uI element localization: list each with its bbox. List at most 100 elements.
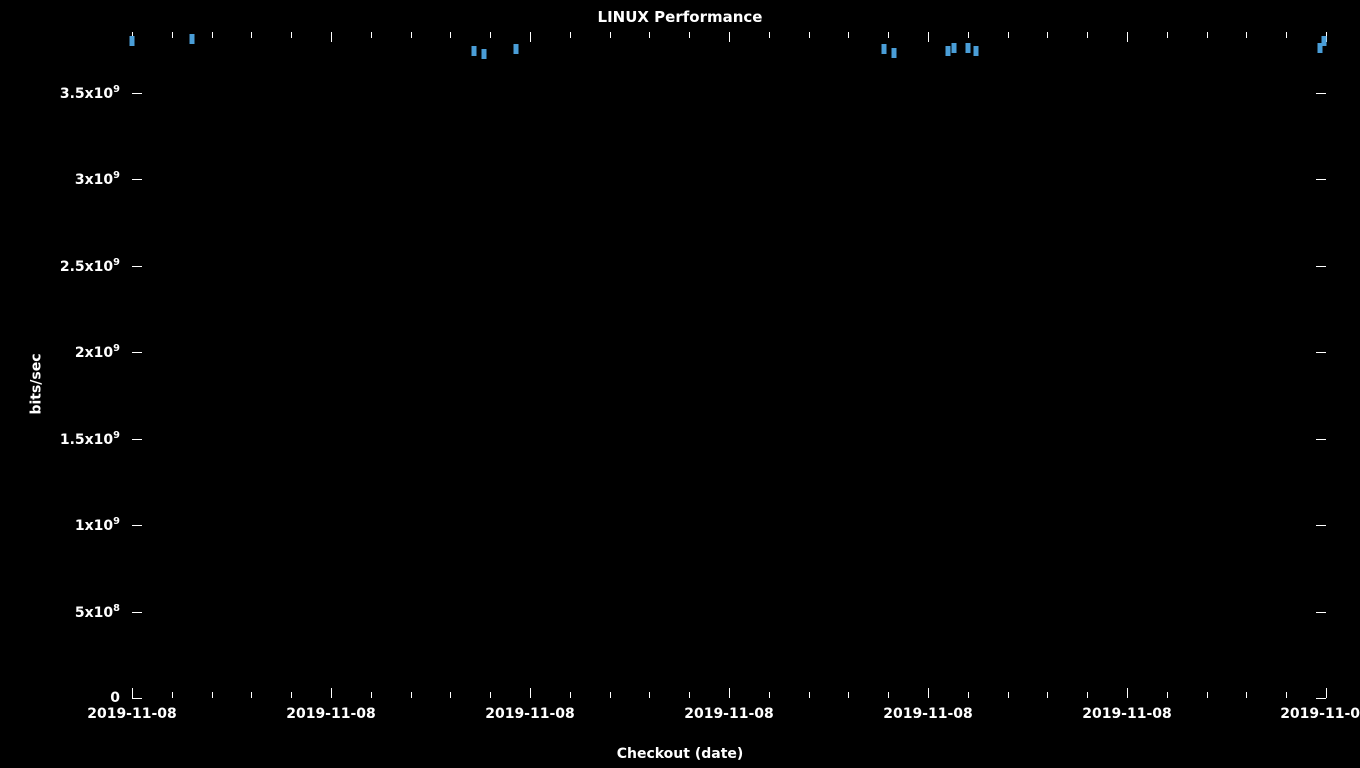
x-minor-tick: [251, 32, 252, 38]
x-tick-label: 2019-11-08: [684, 706, 774, 722]
data-point: [951, 43, 956, 53]
x-axis-label: Checkout (date): [0, 746, 1360, 762]
y-tick: [132, 93, 142, 94]
data-point: [1322, 36, 1327, 46]
x-tick-label: 2019-11-08: [87, 706, 177, 722]
y-tick: [132, 266, 142, 267]
chart-title: LINUX Performance: [0, 8, 1360, 26]
x-minor-tick: [291, 692, 292, 698]
y-tick: [132, 698, 142, 699]
x-tick: [1127, 32, 1128, 42]
y-tick: [1316, 439, 1326, 440]
x-minor-tick: [212, 692, 213, 698]
x-minor-tick: [371, 692, 372, 698]
x-minor-tick: [1087, 32, 1088, 38]
y-tick-label: 5x108: [75, 603, 120, 621]
x-minor-tick: [968, 692, 969, 698]
y-tick-label: 1.5x109: [60, 430, 120, 448]
x-minor-tick: [610, 692, 611, 698]
x-minor-tick: [1207, 692, 1208, 698]
x-tick-label: 2019-11-08: [485, 706, 575, 722]
x-tick: [132, 688, 133, 698]
x-minor-tick: [1286, 32, 1287, 38]
data-point: [472, 46, 477, 56]
x-minor-tick: [848, 32, 849, 38]
x-tick-label: 2019-11-08: [1082, 706, 1172, 722]
data-point: [892, 48, 897, 58]
x-minor-tick: [649, 32, 650, 38]
y-tick: [132, 179, 142, 180]
data-point: [189, 34, 194, 44]
y-tick-label: 3x109: [75, 170, 120, 188]
y-tick: [1316, 525, 1326, 526]
x-minor-tick: [888, 692, 889, 698]
y-tick: [132, 439, 142, 440]
y-tick-label: 2.5x109: [60, 257, 120, 275]
x-tick: [1326, 688, 1327, 698]
x-tick: [1127, 688, 1128, 698]
x-minor-tick: [809, 692, 810, 698]
y-tick: [1316, 179, 1326, 180]
performance-chart: LINUX Performance bits/sec Checkout (dat…: [0, 0, 1360, 768]
x-minor-tick: [172, 692, 173, 698]
x-minor-tick: [1167, 32, 1168, 38]
x-minor-tick: [450, 32, 451, 38]
x-tick: [530, 688, 531, 698]
data-point: [130, 36, 135, 46]
data-point: [882, 44, 887, 54]
x-minor-tick: [809, 32, 810, 38]
y-tick-label: 2x109: [75, 343, 120, 361]
x-minor-tick: [689, 692, 690, 698]
data-point: [965, 43, 970, 53]
x-minor-tick: [251, 692, 252, 698]
x-minor-tick: [610, 32, 611, 38]
x-minor-tick: [490, 692, 491, 698]
y-tick: [1316, 698, 1326, 699]
x-tick: [331, 32, 332, 42]
x-minor-tick: [1008, 32, 1009, 38]
x-minor-tick: [769, 32, 770, 38]
y-axis-label: bits/sec: [29, 353, 45, 414]
y-tick-label: 0: [110, 690, 120, 706]
x-minor-tick: [968, 32, 969, 38]
x-minor-tick: [172, 32, 173, 38]
y-tick-label: 3.5x109: [60, 84, 120, 102]
y-tick: [1316, 612, 1326, 613]
x-tick-label: 2019-11-0: [1280, 706, 1360, 722]
y-tick: [132, 352, 142, 353]
x-minor-tick: [371, 32, 372, 38]
y-tick: [1316, 352, 1326, 353]
y-tick: [132, 612, 142, 613]
x-minor-tick: [212, 32, 213, 38]
x-minor-tick: [570, 32, 571, 38]
x-minor-tick: [291, 32, 292, 38]
data-point: [973, 46, 978, 56]
x-minor-tick: [689, 32, 690, 38]
x-tick: [928, 688, 929, 698]
x-tick: [331, 688, 332, 698]
x-minor-tick: [490, 32, 491, 38]
x-tick: [530, 32, 531, 42]
x-minor-tick: [450, 692, 451, 698]
x-minor-tick: [570, 692, 571, 698]
data-point: [945, 46, 950, 56]
x-minor-tick: [1047, 692, 1048, 698]
y-tick: [132, 525, 142, 526]
x-minor-tick: [1167, 692, 1168, 698]
x-tick-label: 2019-11-08: [883, 706, 973, 722]
x-minor-tick: [1246, 692, 1247, 698]
x-minor-tick: [1207, 32, 1208, 38]
x-minor-tick: [1246, 32, 1247, 38]
x-minor-tick: [649, 692, 650, 698]
data-point: [482, 49, 487, 59]
x-minor-tick: [411, 692, 412, 698]
x-tick: [729, 688, 730, 698]
x-minor-tick: [411, 32, 412, 38]
x-tick: [928, 32, 929, 42]
plot-area: [132, 32, 1326, 698]
x-minor-tick: [888, 32, 889, 38]
data-point: [514, 44, 519, 54]
y-tick: [1316, 93, 1326, 94]
y-tick: [1316, 266, 1326, 267]
x-tick-label: 2019-11-08: [286, 706, 376, 722]
